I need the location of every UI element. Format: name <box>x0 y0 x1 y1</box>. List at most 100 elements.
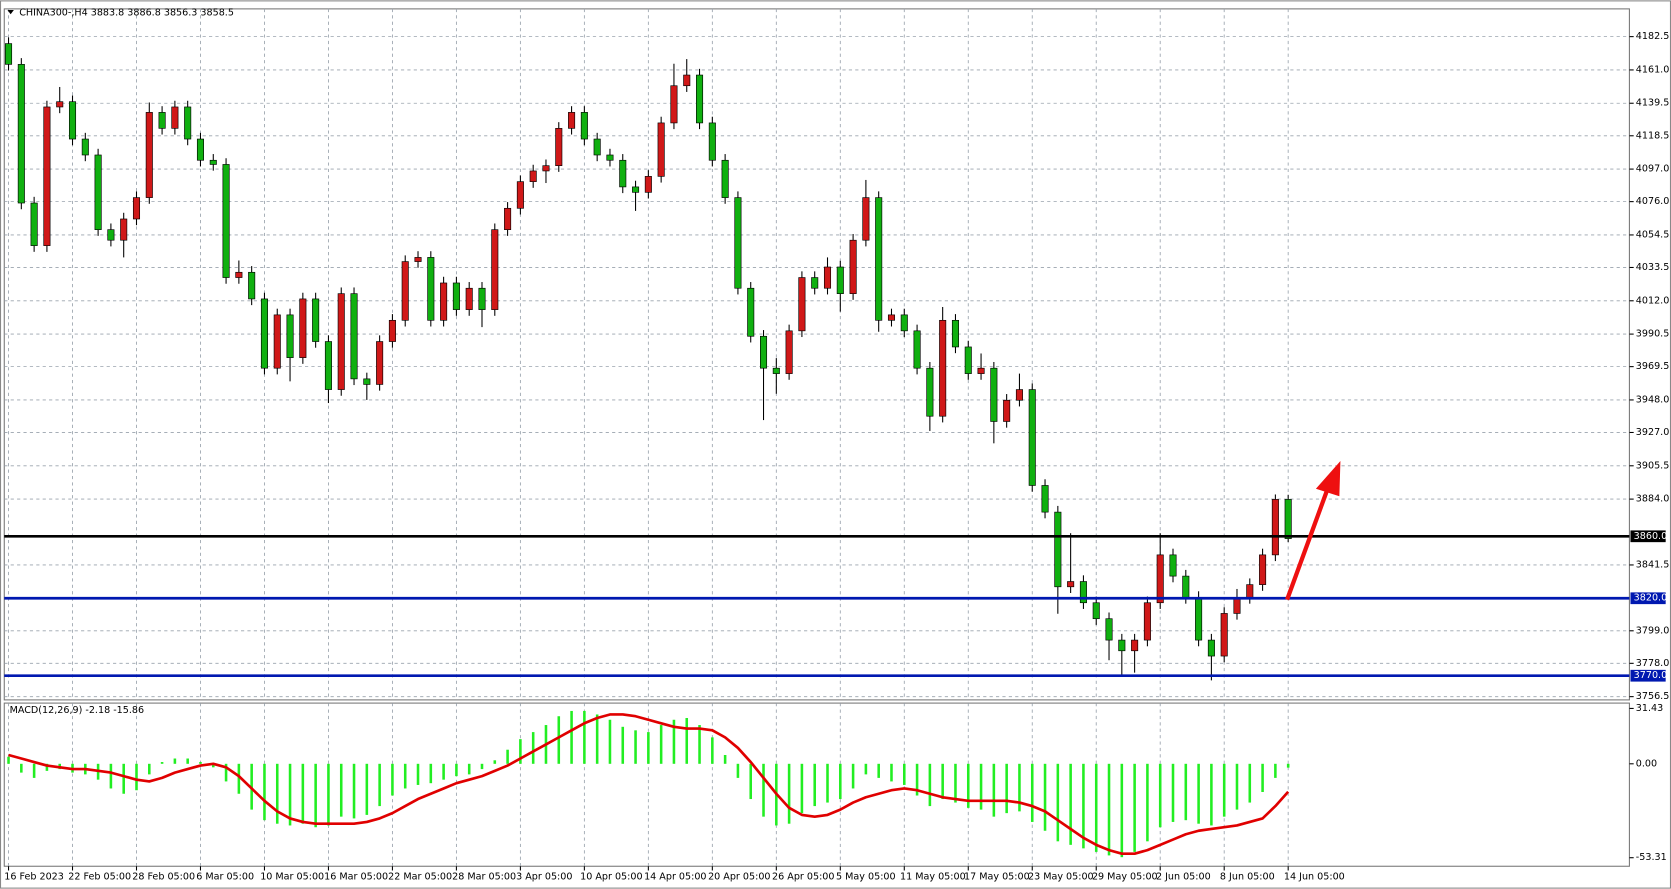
x-tick-label: 10 Apr 05:00 <box>580 871 642 882</box>
candle-body <box>312 298 320 342</box>
candle-body <box>184 106 192 140</box>
candle-body <box>235 271 243 278</box>
candle-body <box>30 202 38 246</box>
macd-bar <box>186 758 189 764</box>
macd-bar <box>583 710 586 764</box>
x-tick-label: 14 Jun 05:00 <box>1284 871 1345 882</box>
macd-bar <box>992 763 996 817</box>
candle-body <box>196 138 204 161</box>
candle-body <box>1131 639 1139 652</box>
candle-body <box>286 314 294 358</box>
x-tick-label: 17 May 05:00 <box>964 871 1030 882</box>
x-tick-label: 6 Mar 05:00 <box>196 871 254 882</box>
macd-bar <box>365 763 369 815</box>
macd-bar <box>864 763 868 775</box>
candle-body <box>696 74 704 124</box>
candle-body <box>657 122 665 177</box>
level-label-box <box>1630 530 1666 543</box>
candle-body <box>862 197 870 241</box>
y-tick-label: 31.43 <box>1636 703 1663 714</box>
macd-bar <box>1210 763 1213 826</box>
macd-bar <box>851 763 855 789</box>
candle-body <box>5 43 13 65</box>
candle-body <box>452 282 460 310</box>
x-tick-label: 5 May 05:00 <box>836 871 896 882</box>
x-tick-label: 3 Apr 05:00 <box>516 871 572 882</box>
y-tick-label: 3905.5 <box>1636 460 1670 471</box>
candle-body <box>1079 581 1087 604</box>
macd-bar <box>570 710 573 764</box>
candle-body <box>568 112 576 129</box>
macd-bar <box>455 763 458 777</box>
macd-bar <box>403 763 407 789</box>
macd-bar <box>954 763 957 803</box>
candle-body <box>875 197 883 321</box>
arrow-shaft <box>1285 488 1330 601</box>
level-label: 3860.0 <box>1634 531 1668 542</box>
macd-bar <box>199 762 202 764</box>
level-label-box <box>1630 592 1666 605</box>
candle-body <box>324 341 332 390</box>
candle-body <box>926 367 934 417</box>
macd-bar <box>20 763 23 773</box>
macd-bar <box>339 763 343 817</box>
candle-body <box>593 138 601 156</box>
candle-body <box>107 229 115 241</box>
macd-bar <box>45 763 49 771</box>
macd-bar <box>1222 763 1226 817</box>
y-tick-label: 4076.0 <box>1636 196 1670 207</box>
candle-body <box>491 229 499 310</box>
candle-body <box>260 298 268 369</box>
candle-body <box>836 266 844 294</box>
candle-body <box>1028 389 1036 486</box>
candle-body <box>632 186 640 193</box>
candle-body <box>171 106 179 129</box>
x-tick-label: 28 Mar 05:00 <box>452 871 516 882</box>
candle-body <box>1207 639 1215 657</box>
x-tick-label: 11 May 05:00 <box>900 871 966 882</box>
macd-bar <box>442 763 445 780</box>
candle-body <box>849 239 857 294</box>
y-tick-label: 4097.0 <box>1636 164 1670 175</box>
y-tick-label: 0.00 <box>1636 758 1657 769</box>
macd-bar <box>1261 763 1264 792</box>
macd-bar <box>903 763 906 785</box>
macd-bar <box>659 725 663 764</box>
macd-bar <box>416 763 420 785</box>
macd-bar <box>173 758 177 764</box>
macd-bar <box>1094 763 1098 852</box>
candle-body <box>1271 499 1279 556</box>
candle-body <box>721 159 729 198</box>
candle-body <box>708 122 716 161</box>
candle-body <box>529 170 537 182</box>
macd-bar <box>787 763 791 824</box>
macd-bar <box>288 763 292 826</box>
macd-bar <box>1133 763 1136 852</box>
candle-body <box>299 298 307 358</box>
macd-bar <box>723 754 727 764</box>
candle-body <box>951 319 959 348</box>
candle-body <box>760 335 768 369</box>
macd-bar <box>557 716 561 764</box>
macd-bar <box>378 763 381 807</box>
candle-body <box>670 85 678 124</box>
macd-bar <box>1274 763 1277 778</box>
y-tick-label: 4161.0 <box>1636 64 1670 75</box>
y-tick-label: 3799.0 <box>1636 625 1670 636</box>
macd-bar <box>749 763 753 800</box>
y-tick-label: 4033.5 <box>1636 262 1670 273</box>
candle-body <box>1067 581 1075 588</box>
candle-body <box>887 314 896 321</box>
macd-bar <box>877 763 880 778</box>
y-tick-label: 4118.5 <box>1636 130 1670 141</box>
candle-body <box>1169 554 1177 577</box>
candle-body <box>1143 602 1151 641</box>
macd-bar <box>519 739 522 764</box>
macd-bar <box>915 763 919 796</box>
y-tick-label: 4012.0 <box>1636 295 1670 306</box>
macd-bar <box>506 749 509 764</box>
y-tick-label: 3884.0 <box>1636 494 1670 505</box>
